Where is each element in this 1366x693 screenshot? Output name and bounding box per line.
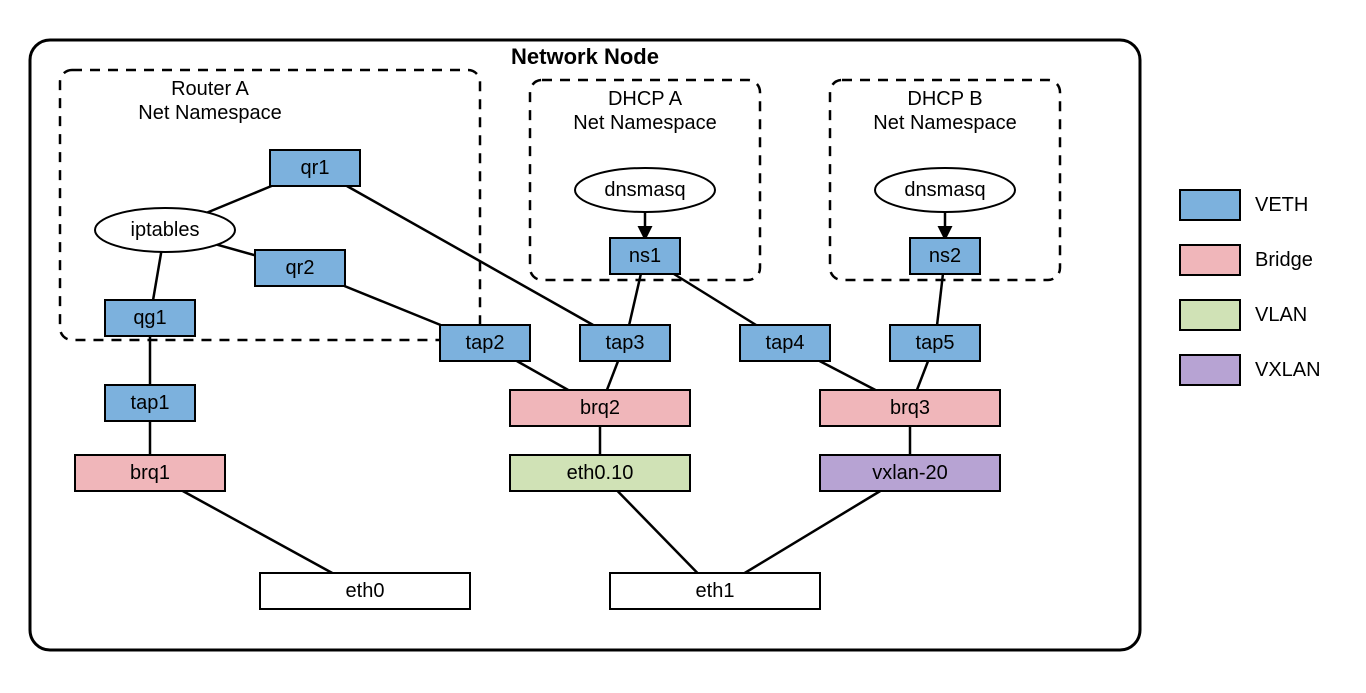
edge-ns2-tap5 [937, 274, 943, 325]
node-tap3-label: tap3 [606, 332, 645, 354]
legend-swatch-veth [1180, 190, 1240, 220]
edge-tap5-brq3 [917, 361, 928, 390]
network-diagram: Network NodeRouter ANet NamespaceDHCP AN… [20, 20, 1366, 673]
edge-qr1-tap3 [347, 186, 593, 325]
node-qg1-label: qg1 [133, 307, 166, 329]
edge-ns1-tap4 [674, 274, 756, 325]
edge-ns1-tap3 [629, 274, 641, 325]
edge-qr1-iptables [207, 186, 271, 212]
legend-label-vlan: VLAN [1255, 304, 1307, 326]
edge-vxlan20-eth1 [745, 491, 881, 573]
node-ns1-label: ns1 [629, 245, 661, 267]
edge-tap2-brq2 [517, 361, 568, 390]
edge-tap4-brq3 [820, 361, 876, 390]
node-qr1-label: qr1 [301, 157, 330, 179]
diagram-title: Network Node [511, 44, 659, 69]
namespace-routerA-label-1: Net Namespace [138, 102, 281, 124]
node-tap4-label: tap4 [766, 332, 805, 354]
node-eth0-label: eth0 [346, 580, 385, 602]
node-brq2-label: brq2 [580, 397, 620, 419]
node-tap2-label: tap2 [466, 332, 505, 354]
edge-tap3-brq2 [607, 361, 618, 390]
node-qr2-label: qr2 [286, 257, 315, 279]
legend-label-bridge: Bridge [1255, 249, 1313, 271]
legend-label-vxlan: VXLAN [1255, 359, 1321, 381]
namespace-dhcpA-label-0: DHCP A [608, 88, 683, 110]
legend-label-veth: VETH [1255, 194, 1308, 216]
edge-qg1-iptables [153, 252, 161, 300]
node-tap5-label: tap5 [916, 332, 955, 354]
node-brq1-label: brq1 [130, 462, 170, 484]
namespace-dhcpB-label-0: DHCP B [907, 88, 982, 110]
ellipse-dnsmasqA-label: dnsmasq [604, 179, 685, 201]
node-eth1-label: eth1 [696, 580, 735, 602]
node-vxlan20-label: vxlan-20 [872, 462, 948, 484]
namespace-dhcpA-label-1: Net Namespace [573, 112, 716, 134]
node-eth010-label: eth0.10 [567, 462, 634, 484]
legend-swatch-vlan [1180, 300, 1240, 330]
namespace-dhcpB-label-1: Net Namespace [873, 112, 1016, 134]
legend-swatch-bridge [1180, 245, 1240, 275]
node-brq3-label: brq3 [890, 397, 930, 419]
ellipse-dnsmasqB-label: dnsmasq [904, 179, 985, 201]
node-ns2-label: ns2 [929, 245, 961, 267]
node-tap1-label: tap1 [131, 392, 170, 414]
edge-qr2-iptables [217, 245, 255, 256]
edge-eth010-eth1 [618, 491, 698, 573]
edge-brq1-eth0 [183, 491, 332, 573]
edge-qr2-tap2 [344, 286, 440, 325]
legend: VETH Bridge VLAN VXLAN [1180, 190, 1321, 385]
namespace-routerA-label-0: Router A [171, 78, 249, 100]
ellipse-iptables-label: iptables [131, 219, 200, 241]
edges-layer [150, 186, 945, 573]
legend-swatch-vxlan [1180, 355, 1240, 385]
